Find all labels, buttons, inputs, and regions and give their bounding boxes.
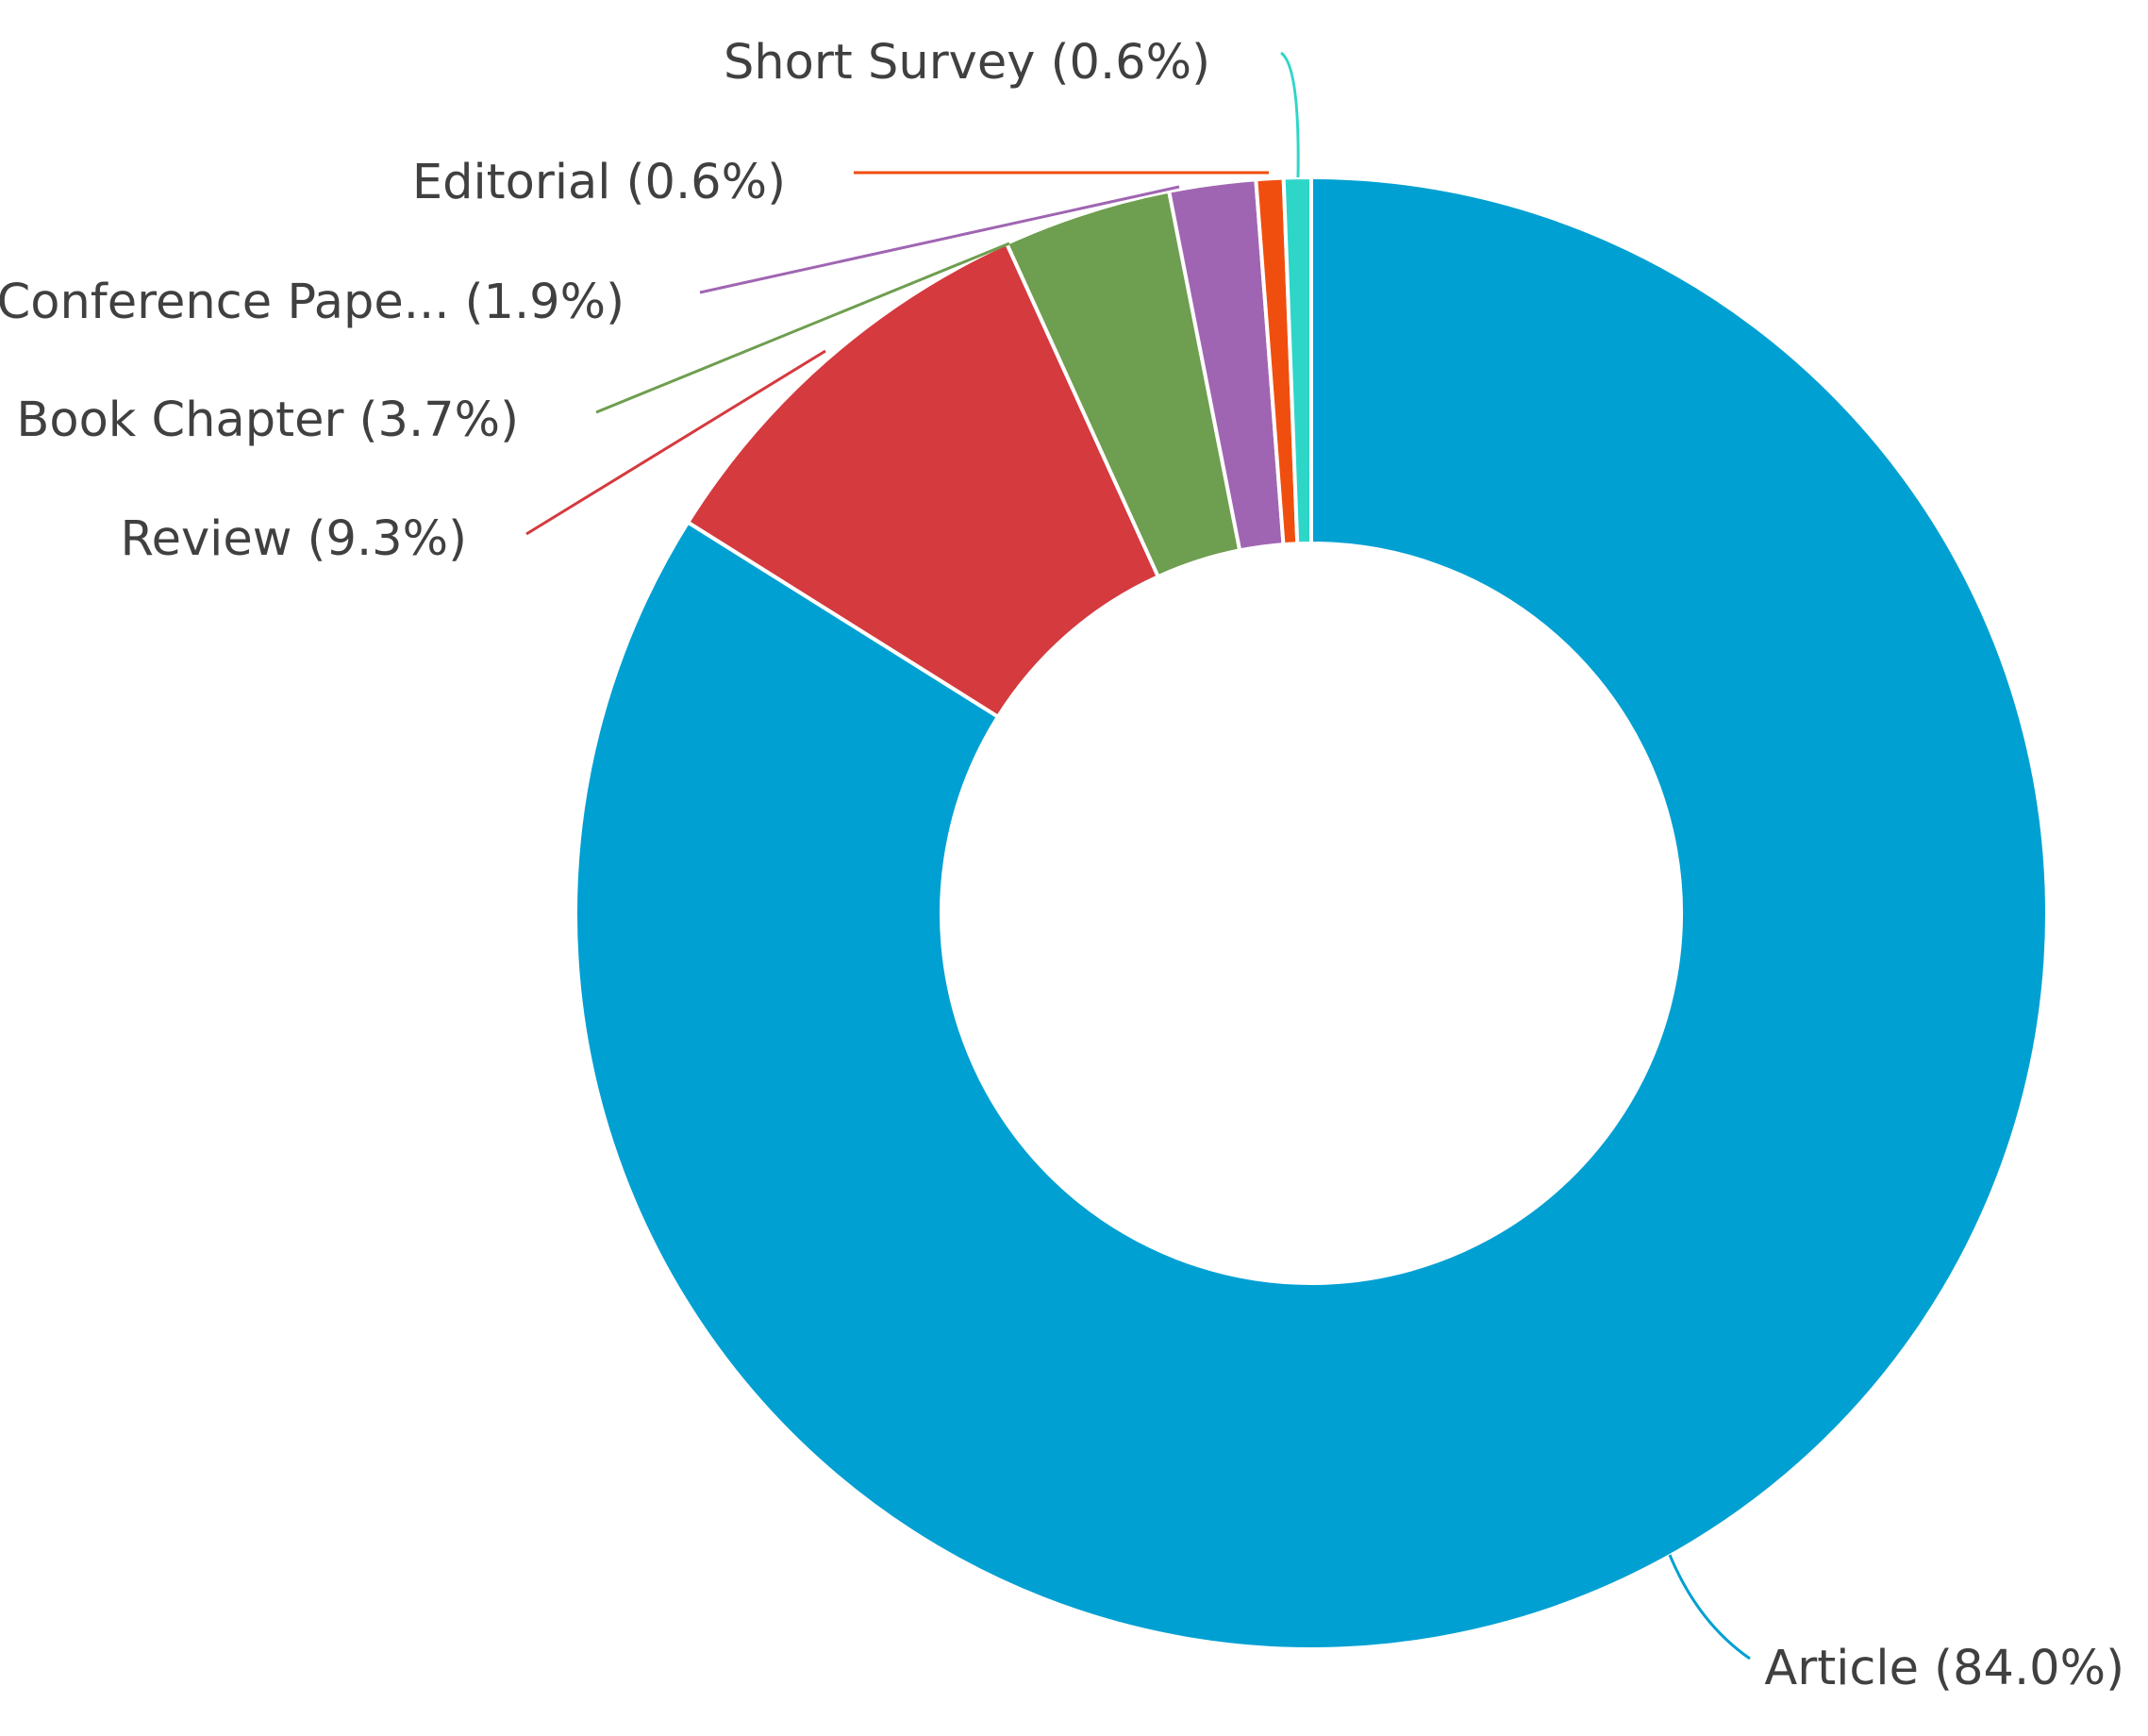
slice-label-review: Review (9.3%) — [120, 511, 467, 567]
slice-label-article: Article (84.0%) — [1764, 1641, 2124, 1696]
slices-layer — [574, 175, 2049, 1651]
leader-line-article — [1668, 1554, 1751, 1661]
slice-article[interactable] — [574, 175, 2049, 1651]
slice-label-book-chapter: Book Chapter (3.7%) — [16, 392, 519, 448]
leader-line-conference-pape — [699, 185, 1180, 294]
labels-layer: Article (84.0%) Review (9.3%) Book Chapter… — [0, 35, 2124, 1696]
slice-label-short-survey: Short Survey (0.6%) — [724, 35, 1210, 91]
leader-line-book-chapter — [595, 242, 1010, 414]
leader-line-short-survey — [1279, 51, 1300, 178]
slice-short-survey[interactable] — [1281, 175, 1313, 546]
leader-lines-layer — [525, 51, 1751, 1661]
slice-label-conference-pape: Conference Pape... (1.9%) — [0, 275, 624, 330]
leader-line-review — [525, 349, 826, 536]
slice-label-editorial: Editorial (0.6%) — [412, 155, 786, 210]
